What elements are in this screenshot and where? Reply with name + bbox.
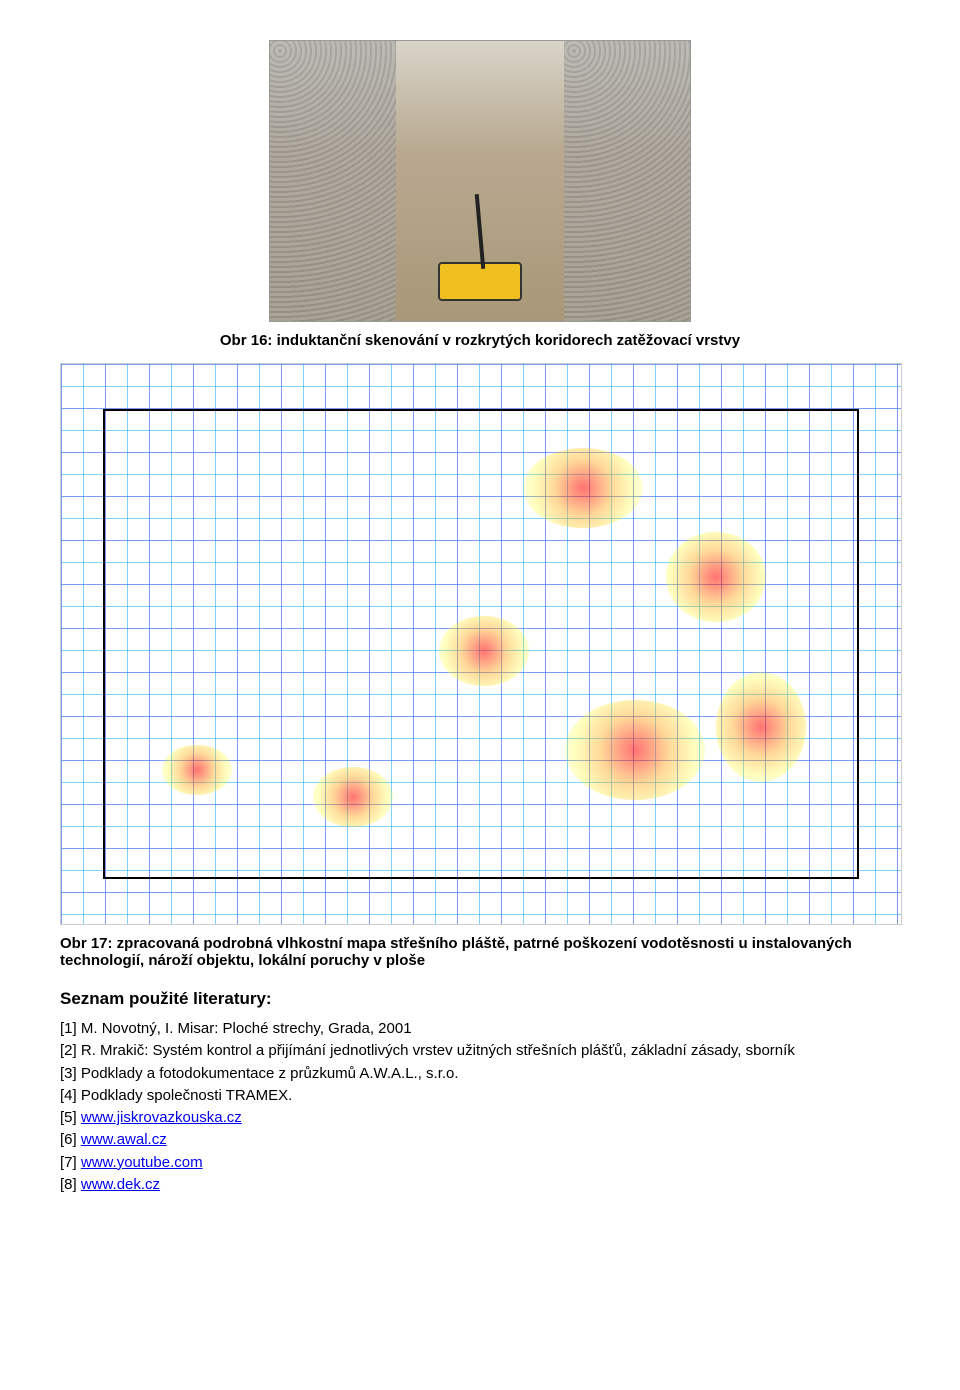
- figure-2-caption: Obr 17: zpracovaná podrobná vlhkostní ma…: [60, 935, 900, 969]
- diagram-moisture-hotspot: [439, 616, 529, 686]
- diagram-moisture-hotspot: [716, 672, 806, 782]
- photo-gravel-left: [270, 41, 396, 321]
- figure-2-diagram: [60, 363, 902, 925]
- reference-prefix: [1]: [60, 1020, 81, 1037]
- references-heading: Seznam použité literatury:: [60, 989, 900, 1009]
- reference-link[interactable]: www.youtube.com: [81, 1154, 203, 1171]
- reference-item: [7] www.youtube.com: [60, 1153, 900, 1173]
- diagram-moisture-hotspot: [523, 448, 643, 528]
- reference-prefix: [6]: [60, 1131, 81, 1148]
- photo-device-icon: [438, 262, 522, 301]
- reference-item: [6] www.awal.cz: [60, 1130, 900, 1150]
- reference-prefix: [3]: [60, 1065, 81, 1082]
- reference-text: R. Mrakič: Systém kontrol a přijímání je…: [81, 1042, 795, 1059]
- reference-prefix: [4]: [60, 1087, 81, 1104]
- reference-item: [4] Podklady společnosti TRAMEX.: [60, 1086, 900, 1106]
- reference-link[interactable]: www.awal.cz: [81, 1131, 167, 1148]
- diagram-moisture-hotspot: [313, 767, 393, 827]
- reference-text: Podklady a fotodokumentace z průzkumů A.…: [81, 1065, 459, 1082]
- reference-item: [2] R. Mrakič: Systém kontrol a přijímán…: [60, 1041, 900, 1061]
- reference-text: Podklady společnosti TRAMEX.: [81, 1087, 293, 1104]
- reference-prefix: [5]: [60, 1109, 81, 1126]
- reference-link[interactable]: www.jiskrovazkouska.cz: [81, 1109, 242, 1126]
- photo-gravel-right: [564, 41, 690, 321]
- reference-item: [8] www.dek.cz: [60, 1175, 900, 1195]
- figure-1-photo: [269, 40, 691, 322]
- reference-text: M. Novotný, I. Misar: Ploché strechy, Gr…: [81, 1020, 412, 1037]
- reference-prefix: [2]: [60, 1042, 81, 1059]
- reference-item: [1] M. Novotný, I. Misar: Ploché strechy…: [60, 1019, 900, 1039]
- reference-prefix: [8]: [60, 1176, 81, 1193]
- figure-1-caption: Obr 16: induktanční skenování v rozkrytý…: [60, 332, 900, 349]
- diagram-moisture-hotspot: [565, 700, 705, 800]
- reference-link[interactable]: www.dek.cz: [81, 1176, 160, 1193]
- diagram-moisture-hotspot: [666, 532, 766, 622]
- reference-prefix: [7]: [60, 1154, 81, 1171]
- diagram-moisture-hotspot: [162, 745, 232, 795]
- reference-item: [5] www.jiskrovazkouska.cz: [60, 1108, 900, 1128]
- references-list: [1] M. Novotný, I. Misar: Ploché strechy…: [60, 1019, 900, 1195]
- reference-item: [3] Podklady a fotodokumentace z průzkum…: [60, 1064, 900, 1084]
